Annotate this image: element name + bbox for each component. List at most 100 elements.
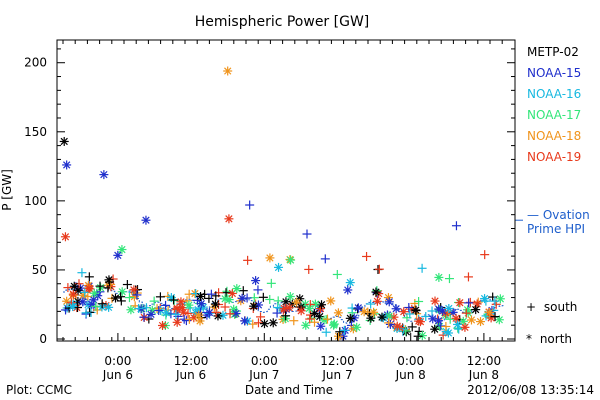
ovation-legend: — Ovation Prime HPI xyxy=(527,208,590,236)
data-point xyxy=(410,298,420,308)
footer-plot-credit: Plot: CCMC xyxy=(6,383,72,397)
data-point xyxy=(172,305,182,315)
data-point xyxy=(87,299,97,309)
data-point xyxy=(455,298,465,308)
outlier-point xyxy=(59,136,69,146)
data-point xyxy=(97,299,107,309)
y-tick-label: 0 xyxy=(39,332,47,346)
data-point xyxy=(171,309,181,319)
outlier-point xyxy=(141,215,151,225)
data-point xyxy=(161,308,171,318)
data-point xyxy=(353,303,363,313)
data-point xyxy=(490,312,500,322)
data-point xyxy=(407,322,417,332)
data-point xyxy=(134,303,144,313)
data-point xyxy=(480,294,490,304)
x-tick-label-time: 12:00 xyxy=(320,354,355,368)
data-point xyxy=(105,277,115,287)
legend-entry: NOAA-18 xyxy=(527,129,581,143)
data-point xyxy=(286,255,296,265)
data-point xyxy=(369,307,379,317)
data-point xyxy=(333,308,343,318)
data-point xyxy=(489,305,499,315)
data-point xyxy=(296,306,306,316)
data-point xyxy=(430,324,440,334)
outlier-point xyxy=(99,170,109,180)
data-point xyxy=(243,255,253,265)
legend-entry: NOAA-16 xyxy=(527,87,581,101)
data-point xyxy=(104,302,114,312)
data-point xyxy=(321,327,331,337)
data-point xyxy=(211,307,221,317)
data-point xyxy=(253,318,263,328)
legend-entry: NOAA-17 xyxy=(527,108,581,122)
outlier-point xyxy=(320,254,330,264)
data-point xyxy=(225,309,235,319)
y-axis: 0 50 100 150 200 xyxy=(24,48,515,346)
data-point xyxy=(84,283,94,293)
data-point xyxy=(176,297,186,307)
data-point xyxy=(139,312,149,322)
data-point xyxy=(173,311,183,321)
data-point xyxy=(126,305,136,315)
data-point xyxy=(281,311,291,321)
data-point xyxy=(81,308,91,318)
x-tick-label-date: Jun 7 xyxy=(321,368,352,382)
data-point xyxy=(73,302,83,312)
marker-legend-north: * north xyxy=(526,332,572,346)
x-tick-label-date: Jun 8 xyxy=(468,368,499,382)
marker-legend-south: + south xyxy=(526,300,577,314)
data-point xyxy=(334,331,344,341)
data-point xyxy=(384,318,394,328)
data-point xyxy=(322,314,332,324)
x-tick-label-time: 0:00 xyxy=(397,354,424,368)
x-axis-label: Date and Time xyxy=(245,383,333,397)
data-point xyxy=(304,264,314,274)
data-point xyxy=(329,319,339,329)
data-point xyxy=(345,278,355,288)
data-point xyxy=(417,331,427,341)
north-label: north xyxy=(540,332,572,346)
data-point xyxy=(285,292,295,302)
data-point xyxy=(441,322,451,332)
data-point xyxy=(191,289,201,299)
data-point xyxy=(461,308,471,318)
data-point xyxy=(117,245,127,255)
data-point xyxy=(486,313,496,323)
data-point xyxy=(194,310,204,320)
data-point xyxy=(495,294,505,304)
data-point xyxy=(129,285,139,295)
data-point xyxy=(78,297,88,307)
data-point xyxy=(405,309,415,319)
outlier-point xyxy=(62,160,72,170)
data-point xyxy=(301,320,311,330)
data-point xyxy=(154,306,164,316)
data-point xyxy=(210,299,220,309)
data-point xyxy=(166,293,176,303)
data-point xyxy=(265,253,275,263)
data-point xyxy=(445,314,455,324)
data-point xyxy=(371,287,381,297)
data-point xyxy=(471,305,481,315)
data-point xyxy=(414,316,424,326)
data-point xyxy=(69,281,79,291)
data-point xyxy=(124,293,134,303)
data-point xyxy=(237,293,247,303)
data-point xyxy=(95,281,105,291)
data-point xyxy=(80,287,90,297)
data-point xyxy=(113,250,123,260)
data-point xyxy=(391,304,401,314)
data-point xyxy=(268,318,278,328)
data-point xyxy=(384,297,394,307)
data-point xyxy=(284,303,294,313)
data-point xyxy=(249,301,259,311)
data-point xyxy=(444,274,454,284)
data-point xyxy=(411,306,421,316)
data-point xyxy=(238,286,248,296)
x-tick-label-time: 12:00 xyxy=(467,354,502,368)
ovation-legend-line2: Prime HPI xyxy=(527,222,585,236)
data-point xyxy=(458,316,468,326)
outlier-point xyxy=(224,214,234,224)
data-point xyxy=(385,319,395,329)
data-point xyxy=(183,308,193,318)
